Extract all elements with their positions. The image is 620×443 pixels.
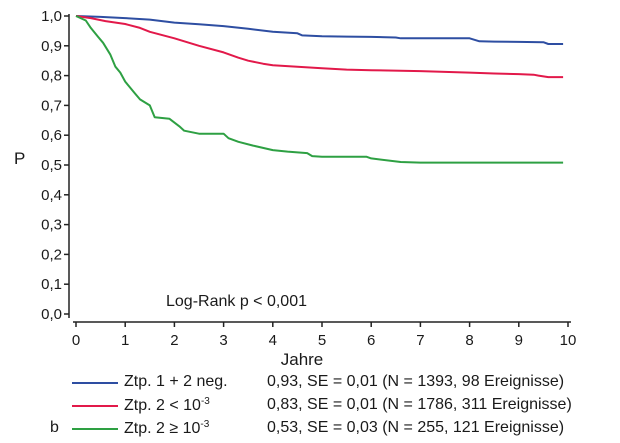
- y-axis-label: P: [14, 149, 25, 168]
- y-tick-label: 0,0: [41, 306, 62, 323]
- legend-line-neg: [72, 382, 118, 384]
- legend-line-low: [72, 405, 118, 407]
- series-line-2: [75, 15, 564, 79]
- x-tick-label: 1: [121, 332, 129, 349]
- legend-row-low: Ztp. 2 < 10-3 0,83, SE = 0,01 (N = 1786,…: [0, 395, 620, 417]
- x-tick-label: 5: [318, 332, 326, 349]
- x-axis-label: Jahre: [281, 350, 324, 369]
- y-tick-label: 0,8: [41, 68, 62, 85]
- legend-name-low: Ztp. 2 < 10-3: [124, 396, 210, 414]
- y-tick-label: 0,5: [41, 157, 62, 174]
- series-line-3: [75, 15, 564, 164]
- log-rank-annotation: Log-Rank p < 0,001: [166, 293, 307, 310]
- x-tick-label: 3: [219, 332, 227, 349]
- y-tick-label: 0,2: [41, 246, 62, 263]
- legend-stats-low: 0,83, SE = 0,01 (N = 1786, 311 Ereigniss…: [267, 396, 572, 413]
- legend-name-neg: Ztp. 1 + 2 neg.: [124, 373, 228, 390]
- legend-line-high: [72, 428, 118, 430]
- x-tick-label: 10: [560, 332, 577, 349]
- y-tick-label: 0,9: [41, 38, 62, 55]
- legend-stats-neg: 0,93, SE = 0,01 (N = 1393, 98 Ereignisse…: [267, 373, 565, 390]
- x-tick-label: 7: [416, 332, 424, 349]
- axes: [68, 14, 571, 323]
- survival-chart: 0,0 0,1 0,2 0,3 0,4 0,5 0,6 0,7 0,8 0,9 1,0 0 1 2 3 4 5…: [14, 8, 577, 369]
- series-line-1: [75, 15, 564, 45]
- legend-row-high: b Ztp. 2 ≥ 10-3 0,53, SE = 0,03 (N = 255…: [0, 418, 620, 440]
- legend-stats-high: 0,53, SE = 0,03 (N = 255, 121 Ereignisse…: [267, 419, 565, 436]
- x-tick-label: 2: [170, 332, 178, 349]
- legend-row-neg: Ztp. 1 + 2 neg. 0,93, SE = 0,01 (N = 139…: [0, 372, 620, 394]
- y-tick-label: 0,4: [41, 187, 62, 204]
- y-tick-label: 0,1: [41, 276, 62, 293]
- legend-name-high: Ztp. 2 ≥ 10-3: [124, 419, 210, 437]
- x-tick-label: 4: [269, 332, 277, 349]
- y-tick-label: 1,0: [41, 8, 62, 25]
- y-tick-label: 0,3: [41, 217, 62, 234]
- x-axis-ticks: 0 1 2 3 4 5 6 7 8 9 10: [72, 322, 577, 349]
- panel-label: b: [50, 419, 59, 436]
- series-lines: [75, 15, 564, 164]
- y-tick-label: 0,6: [41, 127, 62, 144]
- x-tick-label: 8: [465, 332, 473, 349]
- x-tick-label: 6: [367, 332, 375, 349]
- y-tick-label: 0,7: [41, 97, 62, 114]
- y-axis-ticks: 0,0 0,1 0,2 0,3 0,4 0,5 0,6 0,7 0,8 0,9 1,0: [41, 8, 69, 323]
- x-tick-label: 9: [515, 332, 523, 349]
- x-tick-label: 0: [72, 332, 80, 349]
